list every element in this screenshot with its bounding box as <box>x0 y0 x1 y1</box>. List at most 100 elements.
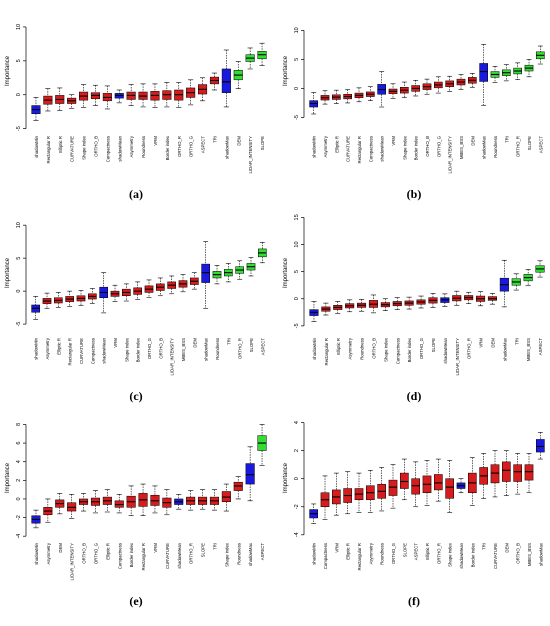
x-category-label: DEM <box>58 543 63 553</box>
y-axis-title: Importance <box>283 462 289 493</box>
x-category-label: Border index <box>414 135 419 160</box>
x-category-label: Shape index <box>82 135 87 160</box>
y-tick-label: 2 <box>16 479 22 482</box>
x-category-label: shadowMin <box>34 135 39 157</box>
x-category-label: ORTHO_B <box>371 338 376 359</box>
x-category-label: Rectangular R <box>141 543 146 570</box>
y-tick-label: 5 <box>16 59 22 62</box>
y-tick-label: 0 <box>294 477 300 480</box>
x-category-label: CURVATURE <box>165 543 170 569</box>
x-category-label: SLOPE <box>402 543 407 557</box>
x-category-label: Elliptic R <box>336 338 341 355</box>
y-tick-label: -5 <box>294 323 300 328</box>
x-category-label: DEM <box>490 338 495 348</box>
x-category-label: TRI <box>514 338 519 345</box>
x-category-label: TRI <box>482 543 487 550</box>
y-axis-title: Importance <box>5 257 11 288</box>
x-category-label: ORTHO_R <box>516 136 521 157</box>
y-tick-label: -5 <box>16 126 22 131</box>
box-16 <box>221 68 231 93</box>
x-category-label: DEM <box>236 136 241 146</box>
y-tick-label: 5 <box>294 58 300 61</box>
x-category-label: Asymmetry <box>46 542 51 564</box>
x-category-label: SLOPE <box>260 136 265 150</box>
x-category-label: Rectangular R <box>357 543 362 570</box>
x-category-label: Roundness <box>236 543 241 565</box>
x-category-label: Rectangular R <box>324 338 329 365</box>
box-18 <box>513 464 522 482</box>
x-category-label: shadowMin <box>312 135 317 157</box>
x-category-label: Asymmetry <box>368 542 373 564</box>
x-category-label: SLOPE <box>431 338 436 352</box>
x-category-label: CURVATURE <box>346 136 351 162</box>
x-category-label: MBES_BSS <box>527 543 532 566</box>
x-category-label: Roundness <box>493 136 498 158</box>
y-axis-title: Importance <box>5 462 11 493</box>
x-category-label: ORTHO_G <box>391 542 396 564</box>
panel-caption: (b) <box>407 187 422 201</box>
y-tick-label: 5 <box>16 257 22 260</box>
x-category-label: ORTHO_B <box>158 338 163 359</box>
x-category-label: shadowMax <box>502 337 507 361</box>
x-category-label: ASPECT <box>538 136 543 154</box>
x-category-label: SLOPE <box>249 338 254 352</box>
x-category-label: Border index <box>470 542 475 567</box>
y-axis-title: Importance <box>283 257 289 288</box>
box-12 <box>445 478 454 499</box>
x-category-label: VRM <box>334 543 339 553</box>
panel-caption: (f) <box>408 594 420 608</box>
box-9 <box>411 478 420 495</box>
x-category-label: VRM <box>391 136 396 146</box>
y-tick-label: 2 <box>294 449 300 452</box>
x-category-label: CURVATURE <box>70 136 75 162</box>
x-category-label: LIDAR_INTENSITY <box>70 543 75 581</box>
x-category-label: ORTHO_G <box>93 542 98 564</box>
x-category-label: Roundness <box>380 543 385 565</box>
box-15 <box>201 263 210 283</box>
x-category-label: shadowMean <box>102 337 107 363</box>
x-category-label: CURVATURE <box>493 543 498 569</box>
x-category-label: shadowMin <box>312 337 317 359</box>
x-category-label: Border index <box>407 337 412 362</box>
x-category-label: shadowMean <box>443 337 448 363</box>
x-category-label: ORTHO_R <box>238 338 243 359</box>
y-tick-label: 10 <box>16 24 22 30</box>
x-category-label: Border index <box>129 542 134 567</box>
x-category-label: Compactness <box>323 543 328 569</box>
x-category-label: SLOPE <box>527 136 532 150</box>
x-category-label: LIDAR_INTENSITY <box>448 136 453 174</box>
x-category-label: LIDAR_INTENSITY <box>455 338 460 376</box>
x-category-label: ORTHO_R <box>189 543 194 564</box>
y-axis-title: Importance <box>5 55 11 86</box>
x-category-label: Elliptic R <box>346 543 351 560</box>
x-category-label: Asymmetry <box>45 337 50 359</box>
x-category-label: SLOPE <box>201 543 206 557</box>
x-category-label: Shape index <box>383 337 388 362</box>
box-8 <box>400 472 409 489</box>
panel-caption: (d) <box>407 389 422 403</box>
x-category-label: ASPECT <box>414 543 419 561</box>
y-tick-label: 0 <box>294 87 300 90</box>
x-category-label: Compactness <box>105 136 110 162</box>
x-category-label: LIDAR_INTENSITY <box>170 338 175 376</box>
chart-panel-4: -4 -2 0 2 4 6 8 Importance shadowMin Asymmetry DEM… <box>5 423 267 608</box>
chart-panel-2: -5 0 5 10 Importance shadowMin Asymmetry Ellipt… <box>5 222 267 403</box>
y-tick-label: -2 <box>294 504 300 509</box>
x-category-label: Elliptic R <box>334 136 339 153</box>
x-category-label: ORTHO_B <box>93 136 98 157</box>
x-category-label: shadowMean <box>117 135 122 161</box>
x-category-label: Rectangular R <box>357 136 362 163</box>
x-category-label: ASPECT <box>260 543 265 561</box>
x-category-label: Compactness <box>395 338 400 364</box>
x-category-label: shadowMax <box>538 542 543 566</box>
x-category-label: ORTHO_G <box>189 135 194 157</box>
x-category-label: ORTHO_G <box>147 337 152 359</box>
x-category-label: DEM <box>470 136 475 146</box>
box-17 <box>502 461 511 482</box>
x-category-label: Asymmetry <box>323 135 328 157</box>
y-tick-label: 4 <box>16 460 22 463</box>
x-category-label: Compactness <box>368 136 373 162</box>
x-category-label: shadowMean <box>177 542 182 568</box>
y-tick-label: 5 <box>294 270 300 273</box>
